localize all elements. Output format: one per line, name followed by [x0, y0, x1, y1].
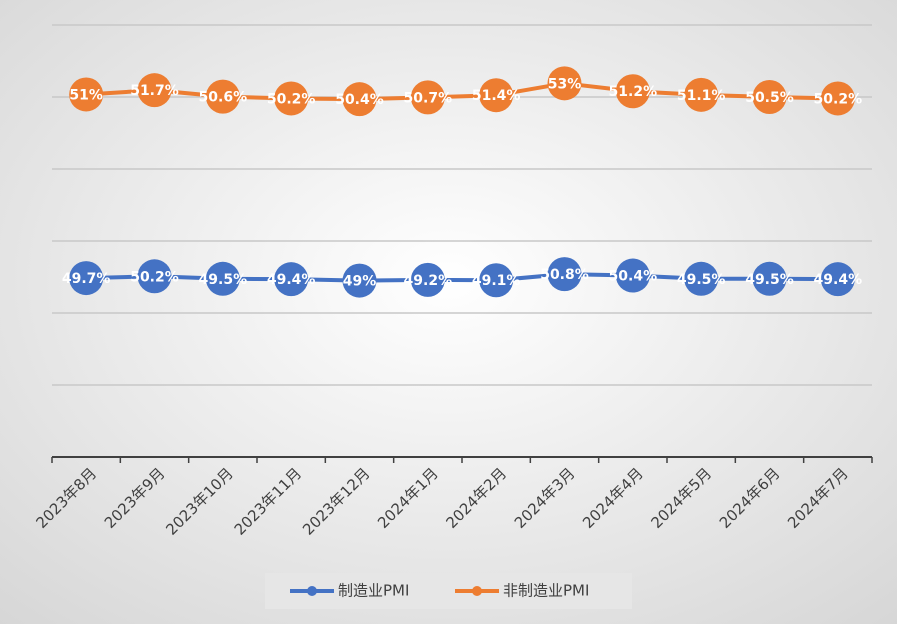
- marker: [547, 257, 582, 292]
- marker: [69, 77, 104, 112]
- data-label: 50.2%: [130, 269, 179, 285]
- marker: [752, 261, 787, 296]
- data-label: 49.5%: [745, 272, 794, 288]
- data-label: 49.4%: [267, 272, 316, 288]
- data-label: 51.7%: [130, 83, 179, 99]
- data-label: 49.1%: [472, 273, 521, 289]
- data-label: 49.2%: [404, 273, 453, 289]
- data-label: 50.8%: [540, 267, 589, 283]
- marker: [410, 262, 445, 297]
- marker: [274, 81, 309, 116]
- data-label: 50.4%: [609, 269, 658, 285]
- data-label: 49.5%: [199, 272, 248, 288]
- legend-label: 制造业PMI: [338, 582, 409, 600]
- data-label: 50.2%: [814, 91, 863, 107]
- marker: [684, 261, 719, 296]
- marker: [547, 66, 582, 101]
- marker: [615, 258, 650, 293]
- data-label: 49.7%: [62, 271, 111, 287]
- marker: [479, 78, 514, 113]
- legend-marker: [472, 586, 482, 596]
- data-label: 49.5%: [677, 272, 726, 288]
- legend-marker: [307, 586, 317, 596]
- marker: [342, 82, 377, 117]
- data-label: 53%: [548, 76, 582, 92]
- marker: [752, 80, 787, 114]
- data-label: 50.7%: [404, 90, 453, 106]
- data-label: 51.1%: [677, 88, 726, 104]
- data-label: 50.5%: [745, 90, 794, 106]
- marker: [69, 261, 104, 296]
- data-label: 49%: [343, 274, 377, 290]
- marker: [205, 261, 240, 296]
- data-label: 51.4%: [472, 88, 521, 104]
- data-label: 50.2%: [267, 91, 316, 107]
- marker: [410, 80, 445, 115]
- data-label: 50.6%: [199, 90, 248, 106]
- marker: [820, 81, 855, 116]
- marker: [137, 259, 172, 294]
- marker: [479, 263, 514, 298]
- legend-label: 非制造业PMI: [503, 582, 589, 600]
- marker: [342, 263, 377, 298]
- marker: [615, 74, 650, 109]
- data-label: 51%: [69, 87, 103, 103]
- marker: [820, 262, 855, 297]
- marker: [137, 73, 172, 108]
- data-label: 50.4%: [335, 92, 384, 108]
- marker: [205, 79, 240, 114]
- marker: [684, 77, 719, 112]
- data-label: 49.4%: [814, 272, 863, 288]
- marker: [274, 262, 309, 297]
- data-label: 51.2%: [609, 84, 658, 100]
